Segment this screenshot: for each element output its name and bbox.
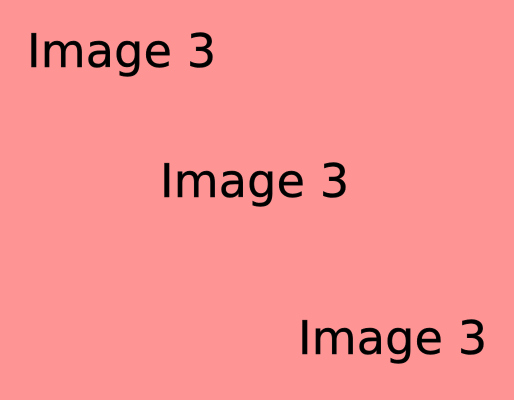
image-label-center: Image 3 bbox=[160, 154, 350, 208]
image-label-bottom-right: Image 3 bbox=[298, 311, 488, 365]
image-label-top-left: Image 3 bbox=[27, 24, 217, 78]
